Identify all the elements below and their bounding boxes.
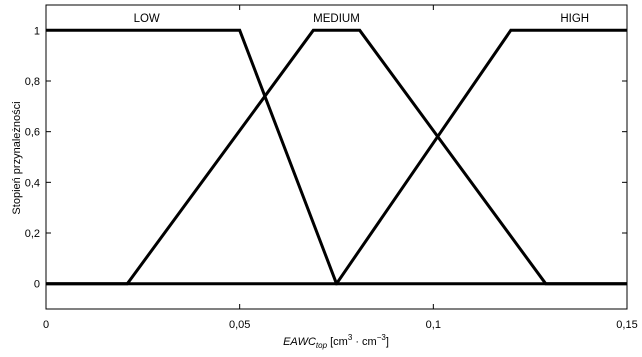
x-axis-title-unit-prefix: [cm [327,336,348,348]
x-axis-title-exponent-2: −3 [377,333,387,342]
y-tick-label: 1 [34,25,40,37]
x-tick-label: 0 [43,319,49,331]
x-axis-title-unit-suffix: ] [386,336,389,348]
x-tick-label: 0,1 [426,319,441,331]
y-axis-title: Stopień przynależności [11,101,23,214]
x-tick-labels: 0 0,05 0,1 0,15 [43,319,638,331]
set-label-medium: MEDIUM [313,13,360,25]
y-tick-label: 0 [34,279,40,291]
x-axis-title-main: EAWC [283,336,316,348]
series-line-low [46,28,627,286]
y-tick-label: 0,4 [25,177,40,189]
x-axis-title-unit-mid: · cm [352,336,376,348]
x-axis-title-exponent-1: 3 [348,333,353,342]
set-label-low: LOW [134,13,160,25]
y-tick-labels: 0 0,2 0,4 0,6 0,8 1 [25,25,40,290]
set-label-high: HIGH [560,13,589,25]
series-lines [46,28,627,286]
y-tick-label: 0,6 [25,127,40,139]
x-axis-title-subscript: top [316,341,328,350]
x-axis-title: EAWCtop [cm3 · cm−3] [283,333,389,350]
axis-ticks [45,5,628,309]
series-line-high [46,28,627,286]
y-tick-label: 0,8 [25,76,40,88]
x-tick-label: 0,05 [229,319,250,331]
x-tick-label: 0,15 [616,319,637,331]
set-labels: LOW MEDIUM HIGH [134,13,589,25]
y-tick-label: 0,2 [25,228,40,240]
plot-frame [45,4,628,310]
series-line-medium [46,28,627,286]
